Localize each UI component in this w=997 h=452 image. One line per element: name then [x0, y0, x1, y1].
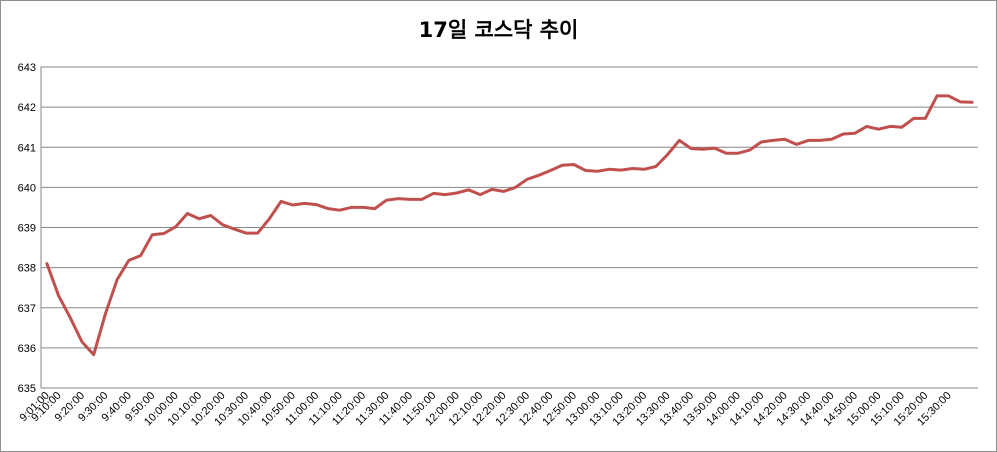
chart-title: 17일 코스닥 추이: [418, 18, 579, 42]
y-tick-label: 639: [18, 223, 36, 235]
y-tick-label: 640: [18, 182, 36, 194]
y-tick-label: 636: [18, 343, 36, 355]
y-tick-label: 642: [18, 102, 36, 114]
y-tick-label: 643: [18, 62, 36, 74]
series-line: [45, 94, 974, 357]
y-tick-label: 637: [18, 303, 36, 315]
y-tick-label: 638: [18, 263, 36, 275]
y-tick-label: 641: [18, 142, 36, 154]
y-tick-label: 635: [18, 383, 36, 395]
